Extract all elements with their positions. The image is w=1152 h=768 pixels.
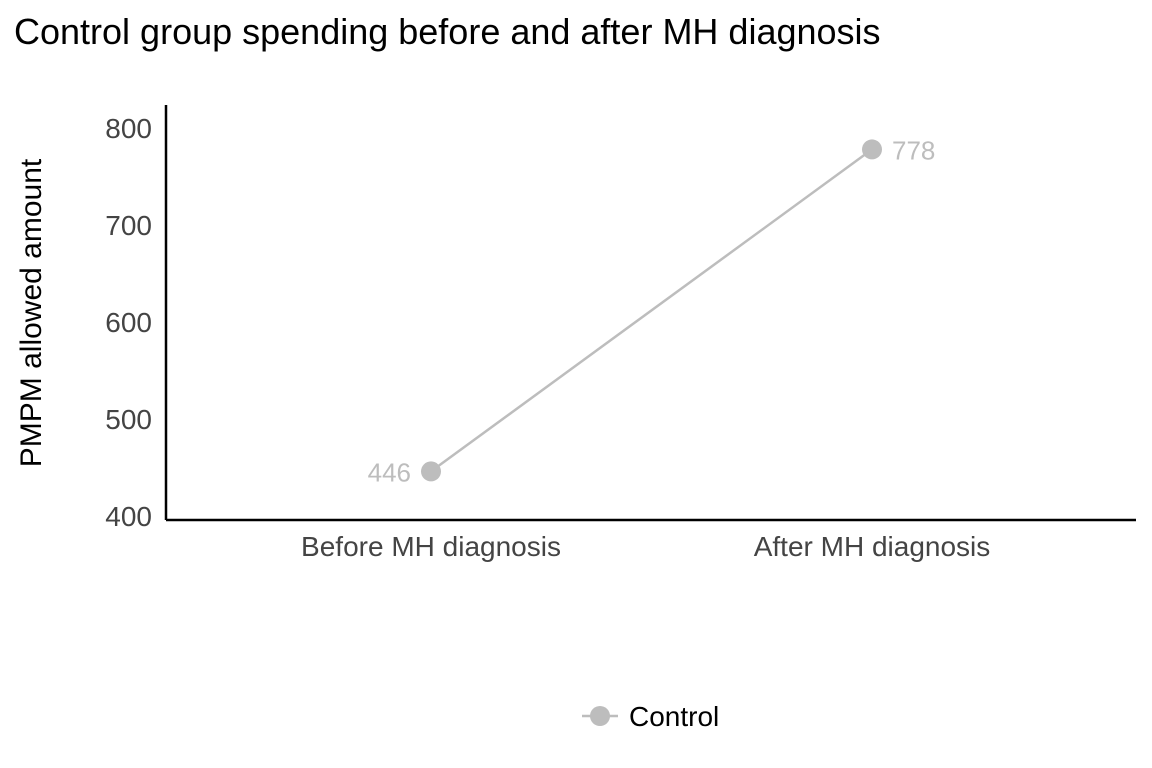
data-label: 446 bbox=[368, 457, 411, 487]
x-tick-label: Before MH diagnosis bbox=[301, 531, 561, 562]
series-control: 446 778 bbox=[368, 135, 936, 487]
legend-key-marker bbox=[590, 706, 610, 726]
chart-title: Control group spending before and after … bbox=[14, 11, 881, 52]
y-axis: 400 500 600 700 800 bbox=[105, 105, 168, 532]
legend-label: Control bbox=[629, 701, 719, 732]
x-axis: Before MH diagnosis After MH diagnosis bbox=[166, 518, 1136, 562]
legend: Control bbox=[582, 701, 719, 732]
y-tick-label: 400 bbox=[105, 501, 152, 532]
y-tick-label: 600 bbox=[105, 307, 152, 338]
y-tick-label: 700 bbox=[105, 210, 152, 241]
data-point bbox=[421, 461, 441, 482]
series-line bbox=[430, 148, 873, 473]
x-tick-label: After MH diagnosis bbox=[754, 531, 991, 562]
y-tick-label: 800 bbox=[105, 113, 152, 144]
data-point bbox=[862, 139, 882, 160]
y-axis-label: PMPM allowed amount bbox=[15, 158, 48, 467]
data-label: 778 bbox=[892, 135, 935, 165]
y-tick-label: 500 bbox=[105, 404, 152, 435]
